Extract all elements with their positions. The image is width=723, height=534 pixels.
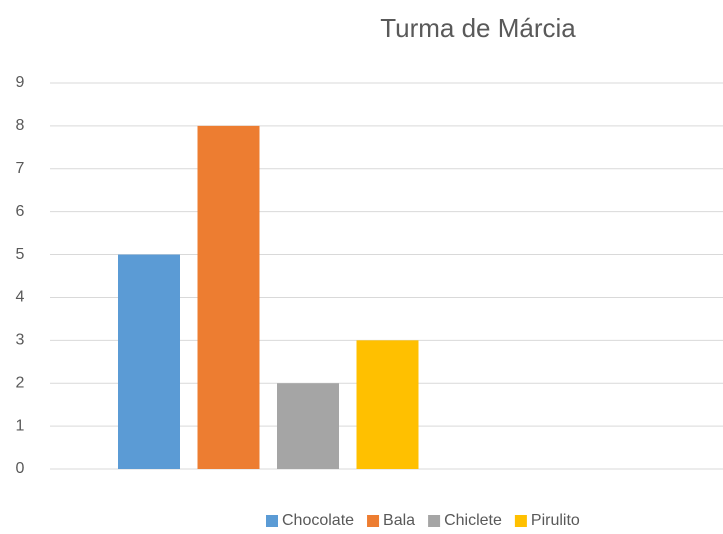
bar xyxy=(197,125,260,469)
legend-label: Chocolate xyxy=(282,512,354,529)
y-tick-label: 8 xyxy=(16,117,25,134)
y-tick-label: 6 xyxy=(16,203,25,220)
y-tick-label: 0 xyxy=(16,460,25,477)
chart-title: Turma de Márcia xyxy=(380,13,576,43)
bar xyxy=(356,340,419,469)
bar xyxy=(277,383,339,469)
y-tick-label: 5 xyxy=(16,246,25,263)
legend-swatch xyxy=(266,515,278,527)
y-tick-label: 9 xyxy=(16,74,25,91)
legend-swatch xyxy=(367,515,380,527)
legend-label: Bala xyxy=(383,512,415,529)
legend-label: Pirulito xyxy=(531,512,580,529)
y-tick-label: 7 xyxy=(16,160,25,177)
y-tick-label: 3 xyxy=(16,332,25,349)
legend-swatch xyxy=(514,515,527,527)
legend-label: Chiclete xyxy=(444,512,502,529)
bar xyxy=(118,254,180,469)
y-tick-label: 1 xyxy=(16,417,25,434)
y-tick-label: 2 xyxy=(16,374,25,391)
y-tick-label: 4 xyxy=(16,289,25,306)
legend-swatch xyxy=(428,515,441,527)
